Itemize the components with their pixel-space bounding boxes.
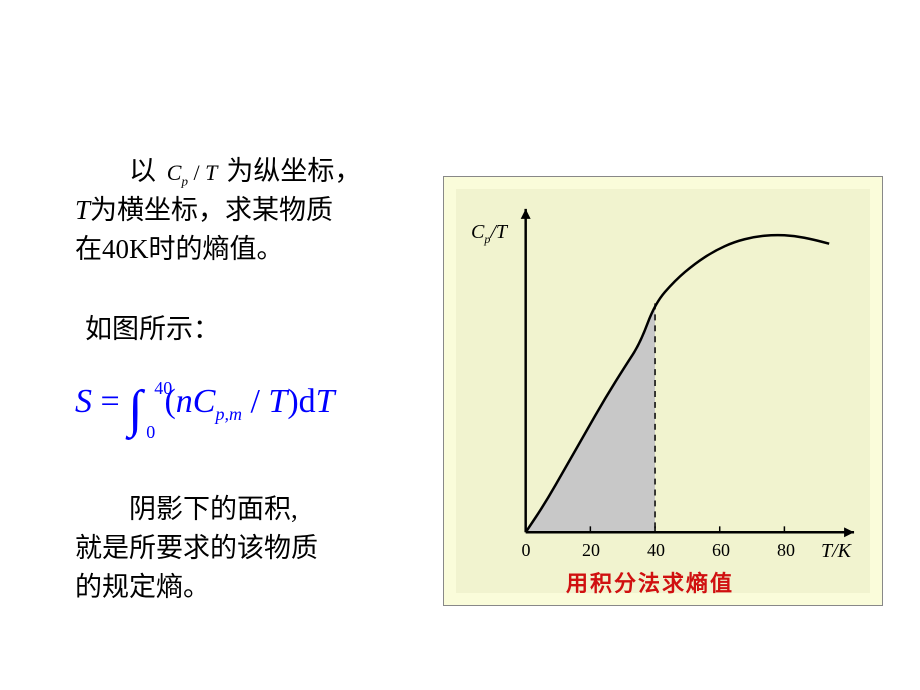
y-axis-label: Cp/T [471,221,507,247]
x-tick-label: 80 [777,540,795,561]
entropy-chart: Cp/T T/K 0 20 40 60 80 用积分法求熵值 [443,176,883,606]
x-tick-label: 60 [712,540,730,561]
p1-l2b: 为横坐标，求某物质 [90,195,333,225]
chart-caption: 用积分法求熵值 [566,566,734,598]
para3: 阴影下的面积, 就是所要求的该物质 的规定熵。 [75,490,435,607]
chart-svg [456,189,870,593]
para2: 如图所示： [85,310,220,349]
p1-T: T [75,195,90,225]
entropy-formula: S = ∫ 40 0 (nCp,m / T)dT [75,380,335,439]
p3-l3: 的规定熵。 [75,572,210,602]
x-tick-label: 20 [582,540,600,561]
para1: 以 Cp / T 为纵坐标， T为横坐标，求某物质 在40K时的熵值。 [75,152,455,270]
p3-l1: 阴影下的面积, [129,494,298,524]
p1-l1a: 以 [129,156,156,186]
x-axis-label: T/K [821,540,851,563]
x-tick-label: 40 [647,540,665,561]
inline-formula: Cp / T [163,160,227,185]
p1-l3: 在40K时的熵值。 [75,234,284,264]
p3-l2: 就是所要求的该物质 [75,533,318,563]
chart-plot-area: Cp/T T/K 020406080 用积分法求熵值 [456,189,870,593]
p1-l1b: 为纵坐标， [226,156,361,186]
x-tick-label: 0 [522,540,531,561]
